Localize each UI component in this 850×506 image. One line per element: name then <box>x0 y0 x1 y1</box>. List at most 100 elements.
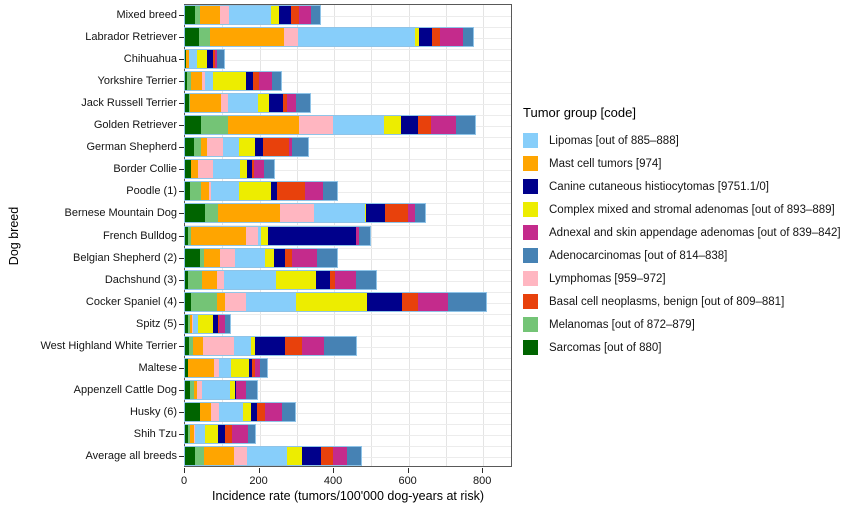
y-tick <box>179 279 184 281</box>
bar-segment <box>194 138 202 157</box>
bar-segment <box>271 72 282 91</box>
x-axis-title: Incidence rate (tumors/100'000 dog-years… <box>212 489 484 503</box>
bar-segment <box>260 358 267 377</box>
y-tick <box>179 455 184 457</box>
breed-label: Dachshund (3) <box>104 273 177 286</box>
legend-swatch <box>523 202 538 217</box>
bar-segment <box>218 424 225 443</box>
bar-segment <box>217 204 280 223</box>
bar-segment <box>417 292 448 311</box>
bar-segment <box>217 314 220 333</box>
bar-segment <box>185 314 189 333</box>
grid-line-horizontal <box>185 148 511 150</box>
legend-swatch <box>523 156 538 171</box>
legend-item: Adnexal and skin appendage adenomas [out… <box>523 221 841 244</box>
bar-row <box>184 93 311 114</box>
bar-segment <box>334 270 356 289</box>
y-tick <box>179 411 184 413</box>
bar-row <box>184 159 275 180</box>
bar-segment <box>358 226 370 245</box>
bar-segment <box>185 270 189 289</box>
bar-segment <box>201 270 218 289</box>
bar-segment <box>196 50 207 69</box>
bar-segment <box>252 160 254 179</box>
bar-segment <box>185 6 196 25</box>
bar-segment <box>223 270 276 289</box>
bar-segment <box>203 248 221 267</box>
bar-segment <box>301 336 325 355</box>
plot-panel <box>184 4 512 467</box>
y-tick <box>179 15 184 17</box>
bar-segment <box>212 72 247 91</box>
legend-swatch <box>523 179 538 194</box>
grid-line-horizontal <box>185 104 511 106</box>
bar-segment <box>188 270 202 289</box>
bar-segment <box>217 292 225 311</box>
bar-segment <box>247 446 288 465</box>
bar-segment <box>231 358 250 377</box>
bar-segment <box>195 424 205 443</box>
y-tick <box>179 367 184 369</box>
legend-title: Tumor group [code] <box>523 105 636 120</box>
legend-item: Mast cell tumors [974] <box>523 152 841 175</box>
bar-row <box>184 357 268 378</box>
breed-label: Yorkshire Terrier <box>97 75 177 88</box>
bar-segment <box>282 94 288 113</box>
legend-item: Lipomas [out of 885–888] <box>523 129 841 152</box>
legend-label: Lymphomas [959–972] <box>549 272 666 285</box>
bar-segment <box>299 116 333 135</box>
bar-row <box>184 27 475 48</box>
bar-segment <box>246 226 258 245</box>
bar-segment <box>205 72 213 91</box>
bar-segment <box>188 424 191 443</box>
bar-segment <box>188 226 191 245</box>
bar-segment <box>185 248 201 267</box>
bar-segment <box>190 424 194 443</box>
legend-swatch <box>523 294 538 309</box>
bar-segment <box>346 446 361 465</box>
breed-label: Maltese <box>138 361 177 374</box>
bar-segment <box>296 94 310 113</box>
y-tick <box>179 213 184 215</box>
legend-label: Mast cell tumors [974] <box>549 157 662 170</box>
bar-row <box>184 137 309 158</box>
legend-swatch <box>523 271 538 286</box>
bar-segment <box>268 94 283 113</box>
legend-label: Complex mixed and stromal adenomas [out … <box>549 203 835 216</box>
x-tick <box>258 468 260 473</box>
bar-segment <box>185 182 191 201</box>
breed-label: Appenzell Cattle Dog <box>73 383 177 396</box>
bar-segment <box>220 248 235 267</box>
bar-row <box>184 379 259 400</box>
grid-line-horizontal <box>185 324 511 326</box>
bar-segment <box>199 28 211 47</box>
bar-segment <box>431 116 457 135</box>
grid-line-horizontal <box>185 423 511 425</box>
bar-segment <box>264 248 275 267</box>
bar-segment <box>185 358 189 377</box>
x-tick-label: 800 <box>472 475 492 487</box>
bar-segment <box>212 50 215 69</box>
grid-line-horizontal <box>185 170 511 172</box>
bar-segment <box>291 248 317 267</box>
y-tick <box>179 191 184 193</box>
legend-label: Lipomas [out of 885–888] <box>549 134 679 147</box>
bar-segment <box>323 182 337 201</box>
bar-row <box>184 5 321 26</box>
grid-line-horizontal <box>185 137 511 139</box>
y-tick <box>179 301 184 303</box>
bar-segment <box>185 402 201 421</box>
bar-segment <box>204 424 219 443</box>
breed-label: Average all breeds <box>85 449 177 462</box>
legend-item: Melanomas [out of 872–879] <box>523 313 841 336</box>
bar-segment <box>239 138 256 157</box>
bar-segment <box>290 6 299 25</box>
bar-segment <box>225 314 231 333</box>
grid-line-horizontal <box>185 60 511 62</box>
bar-segment <box>189 50 197 69</box>
grid-line-horizontal <box>185 82 511 84</box>
legend-swatch <box>523 317 538 332</box>
bar-segment <box>332 446 347 465</box>
grid-line-vertical <box>445 5 447 466</box>
bar-segment <box>193 424 196 443</box>
